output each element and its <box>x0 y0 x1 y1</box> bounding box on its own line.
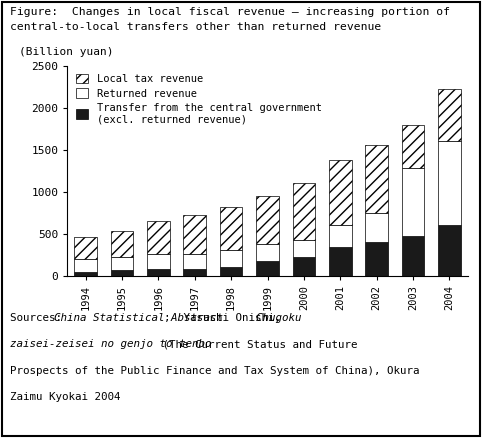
Bar <box>220 207 242 250</box>
Bar <box>293 258 315 276</box>
Bar <box>256 244 279 261</box>
Bar <box>256 261 279 276</box>
Bar <box>147 254 170 269</box>
Text: central-to-local transfers other than returned revenue: central-to-local transfers other than re… <box>10 22 381 32</box>
Bar <box>329 247 351 276</box>
Bar <box>365 242 388 276</box>
Bar <box>111 270 134 276</box>
Bar <box>184 254 206 269</box>
Bar <box>220 267 242 276</box>
Bar <box>402 237 424 276</box>
Bar <box>147 269 170 276</box>
Bar <box>184 215 206 254</box>
Bar <box>74 259 97 272</box>
Bar <box>293 240 315 258</box>
Bar <box>438 141 461 226</box>
Bar <box>293 183 315 240</box>
Text: (Billion yuan): (Billion yuan) <box>19 47 114 57</box>
Bar <box>147 221 170 254</box>
Bar <box>74 237 97 259</box>
Bar <box>220 250 242 267</box>
Bar <box>365 145 388 213</box>
Bar <box>111 230 134 258</box>
Text: Chugoku: Chugoku <box>243 313 302 323</box>
Bar <box>74 272 97 276</box>
Bar <box>402 168 424 237</box>
Legend: Local tax revenue, Returned revenue, Transfer from the central government
(excl.: Local tax revenue, Returned revenue, Tra… <box>73 71 325 127</box>
Text: ;  Yasushi Onishi,: ; Yasushi Onishi, <box>164 313 281 323</box>
Bar <box>184 269 206 276</box>
Bar <box>438 89 461 141</box>
Bar <box>365 213 388 242</box>
Bar <box>329 226 351 247</box>
Bar <box>329 160 351 226</box>
Text: zaisei-zeisei no genjo to tenbo: zaisei-zeisei no genjo to tenbo <box>10 339 211 350</box>
Text: Sources:: Sources: <box>10 313 75 323</box>
Text: (The Current Status and Future: (The Current Status and Future <box>156 339 357 350</box>
Bar <box>438 226 461 276</box>
Bar <box>256 196 279 244</box>
Bar <box>402 124 424 168</box>
Text: Zaimu Kyokai 2004: Zaimu Kyokai 2004 <box>10 392 120 402</box>
Bar <box>111 258 134 270</box>
Text: Figure:  Changes in local fiscal revenue — increasing portion of: Figure: Changes in local fiscal revenue … <box>10 7 450 17</box>
Text: China Statistical Abstract: China Statistical Abstract <box>54 313 223 323</box>
Text: Prospects of the Public Finance and Tax System of China), Okura: Prospects of the Public Finance and Tax … <box>10 366 419 376</box>
